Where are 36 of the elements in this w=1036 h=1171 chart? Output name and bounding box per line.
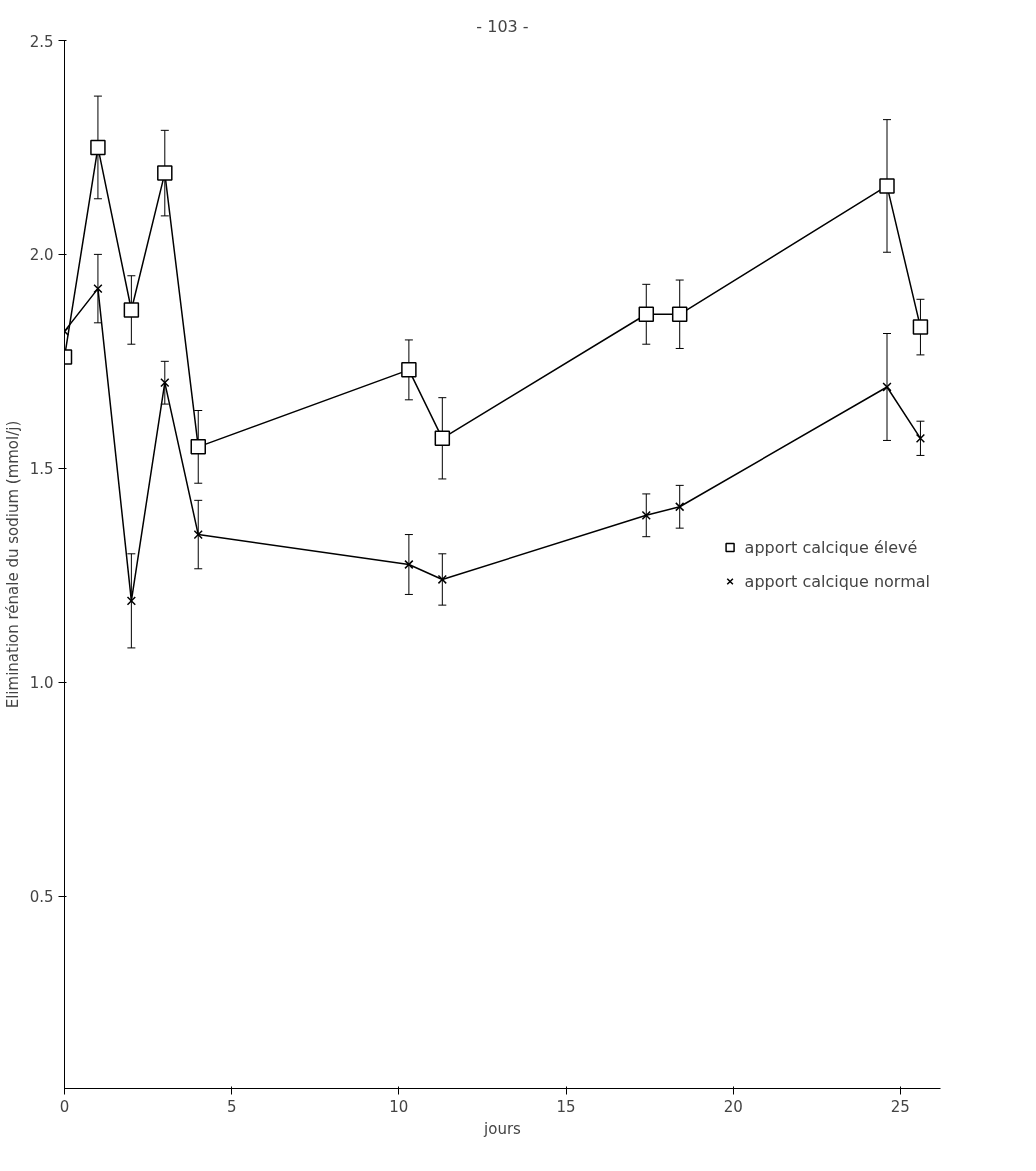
point	[193, 529, 203, 540]
point	[126, 596, 137, 606]
point	[437, 574, 447, 585]
y-tick-label: 2.0	[29, 246, 54, 265]
x-tick-label: 25	[890, 1097, 910, 1116]
x-tick-label: 10	[389, 1097, 409, 1116]
point	[638, 306, 655, 323]
point	[915, 433, 926, 443]
point	[641, 510, 651, 520]
x-tick-label: 5	[226, 1097, 237, 1116]
y-tick-label: 1.5	[29, 460, 54, 479]
point	[882, 382, 892, 392]
x-tick-label: 20	[723, 1097, 743, 1116]
point	[401, 362, 417, 378]
point	[912, 319, 929, 335]
y-tick-label: 2.5	[29, 32, 54, 51]
x-tick-label: 0	[59, 1097, 70, 1116]
y-axis-title: Elimination rénale du sodium (mmol/j)	[3, 420, 22, 709]
point	[160, 378, 170, 388]
point	[157, 165, 173, 181]
x-tick-label: 15	[556, 1097, 576, 1116]
point	[671, 306, 688, 323]
y-tick-label: 0.5	[29, 888, 54, 907]
y-tick-label: 1.0	[29, 674, 54, 693]
point	[404, 559, 414, 570]
point	[90, 139, 106, 156]
text: - 103 -	[476, 16, 529, 36]
point	[879, 178, 895, 194]
legend-label: apport calcique élevé	[744, 537, 918, 557]
point	[93, 283, 103, 294]
point	[123, 302, 140, 318]
legend-label: apport calcique normal	[744, 571, 930, 591]
point	[190, 439, 206, 455]
point	[434, 430, 451, 447]
point	[675, 502, 685, 512]
x-axis-title: jours	[483, 1119, 522, 1138]
